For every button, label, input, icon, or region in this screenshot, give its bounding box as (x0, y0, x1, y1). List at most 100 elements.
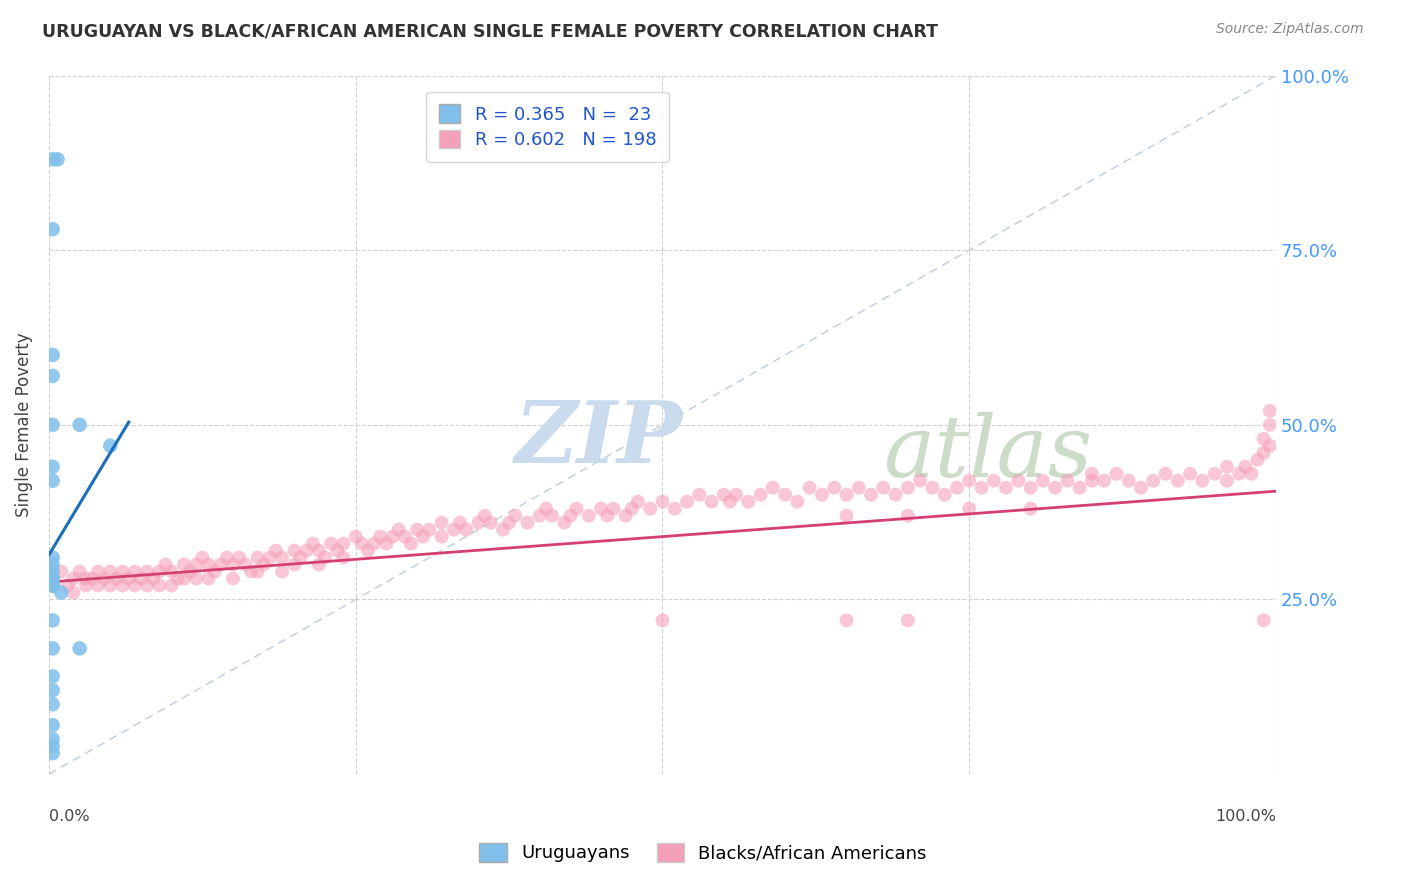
Point (308, 543, 330, 558)
Point (467, 516, 489, 530)
Point (565, 501, 588, 516)
Text: URUGUAYAN VS BLACK/AFRICAN AMERICAN SINGLE FEMALE POVERTY CORRELATION CHART: URUGUAYAN VS BLACK/AFRICAN AMERICAN SING… (42, 22, 938, 40)
Point (41, 348, 63, 362)
Point (191, 550, 214, 565)
Point (80, 572, 103, 586)
Point (87, 578, 110, 592)
Point (479, 516, 502, 530)
Point (1216, 459, 1239, 474)
Point (591, 501, 613, 516)
Point (136, 565, 159, 579)
Point (41, 153, 63, 167)
Point (921, 481, 943, 495)
Legend: R = 0.365   N =  23, R = 0.602   N = 198: R = 0.365 N = 23, R = 0.602 N = 198 (426, 92, 669, 161)
Point (957, 474, 980, 488)
Point (332, 550, 354, 565)
Point (41, 222, 63, 236)
Point (283, 558, 305, 572)
Point (155, 558, 177, 572)
Text: ZIP: ZIP (515, 397, 683, 481)
Point (1204, 467, 1226, 481)
Point (406, 523, 429, 537)
Point (1227, 467, 1250, 481)
Point (204, 565, 226, 579)
Point (995, 481, 1018, 495)
Point (1167, 474, 1189, 488)
Point (1007, 474, 1029, 488)
Point (811, 488, 834, 502)
Point (596, 508, 619, 523)
Point (41, 739, 63, 754)
Point (664, 501, 686, 516)
Point (124, 565, 146, 579)
Point (399, 536, 422, 550)
Point (62, 572, 84, 586)
Point (676, 494, 699, 508)
Point (41, 683, 63, 698)
Point (62, 585, 84, 599)
Point (51, 565, 73, 579)
Point (142, 572, 165, 586)
Point (560, 508, 582, 523)
Point (69, 565, 91, 579)
Point (332, 536, 354, 550)
Point (41, 614, 63, 628)
Point (1240, 467, 1263, 481)
Point (271, 565, 294, 579)
Point (75, 572, 97, 586)
Point (620, 501, 643, 516)
Point (148, 578, 170, 592)
Point (897, 614, 920, 628)
Point (773, 488, 796, 502)
Point (737, 494, 759, 508)
Point (41, 732, 63, 747)
Point (1130, 481, 1153, 495)
Point (786, 494, 808, 508)
Point (41, 578, 63, 592)
Point (98, 578, 121, 592)
Point (725, 488, 748, 502)
Point (381, 530, 404, 544)
Point (884, 488, 907, 502)
Point (253, 558, 276, 572)
Point (46, 153, 69, 167)
Point (412, 530, 434, 544)
Point (394, 530, 416, 544)
Point (148, 565, 170, 579)
Point (233, 558, 256, 572)
Point (897, 481, 920, 495)
Point (41, 572, 63, 586)
Point (1258, 417, 1281, 432)
Point (541, 508, 564, 523)
Point (614, 508, 637, 523)
Point (368, 530, 391, 544)
Point (160, 565, 183, 579)
Point (983, 474, 1005, 488)
Point (290, 550, 312, 565)
Point (835, 508, 858, 523)
Point (375, 536, 398, 550)
Text: Source: ZipAtlas.com: Source: ZipAtlas.com (1216, 22, 1364, 37)
Point (314, 550, 336, 565)
Point (418, 523, 440, 537)
Point (1105, 467, 1128, 481)
Point (41, 578, 63, 592)
Point (69, 641, 91, 656)
Point (308, 558, 330, 572)
Point (41, 474, 63, 488)
Point (848, 481, 870, 495)
Point (449, 516, 471, 530)
Point (363, 536, 385, 550)
Point (51, 585, 73, 599)
Point (56, 578, 79, 592)
Point (301, 536, 323, 550)
Text: 0.0%: 0.0% (49, 809, 90, 824)
Point (197, 572, 219, 586)
Point (321, 536, 343, 550)
Point (41, 565, 63, 579)
Point (1253, 446, 1275, 460)
Point (872, 481, 894, 495)
Point (1019, 481, 1042, 495)
Point (186, 572, 208, 586)
Point (111, 565, 134, 579)
